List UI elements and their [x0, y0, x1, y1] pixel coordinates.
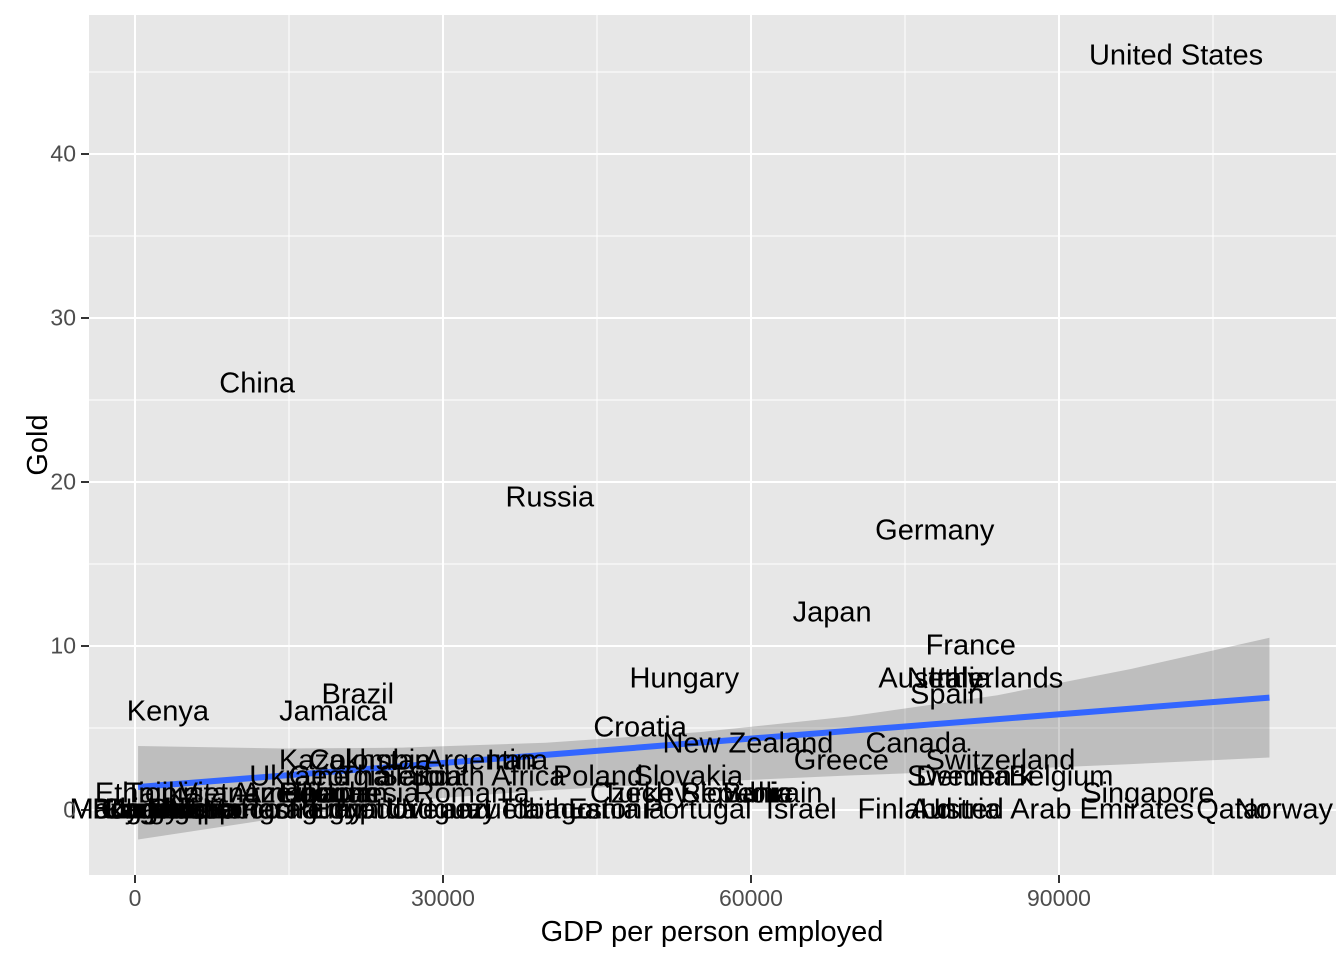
x-axis-tick-label: 30000: [411, 885, 475, 911]
panel-background: [89, 15, 1336, 875]
x-axis-tick-label: 0: [128, 885, 142, 911]
y-axis-tick-label: 20: [50, 468, 76, 495]
y-axis-tick-label: 10: [50, 632, 76, 659]
confidence-band: [138, 637, 1270, 840]
y-axis-tick-label: 40: [50, 140, 76, 167]
x-axis-title: GDP per person employed: [540, 916, 884, 948]
y-axis-tick-label: 0: [63, 796, 76, 823]
x-axis-tick-label: 90000: [1027, 885, 1091, 911]
regression-line: [137, 694, 1270, 791]
y-axis-tick-label: 30: [50, 304, 76, 331]
y-axis-title: Gold: [22, 414, 55, 476]
x-axis-tick-label: 60000: [719, 885, 783, 911]
